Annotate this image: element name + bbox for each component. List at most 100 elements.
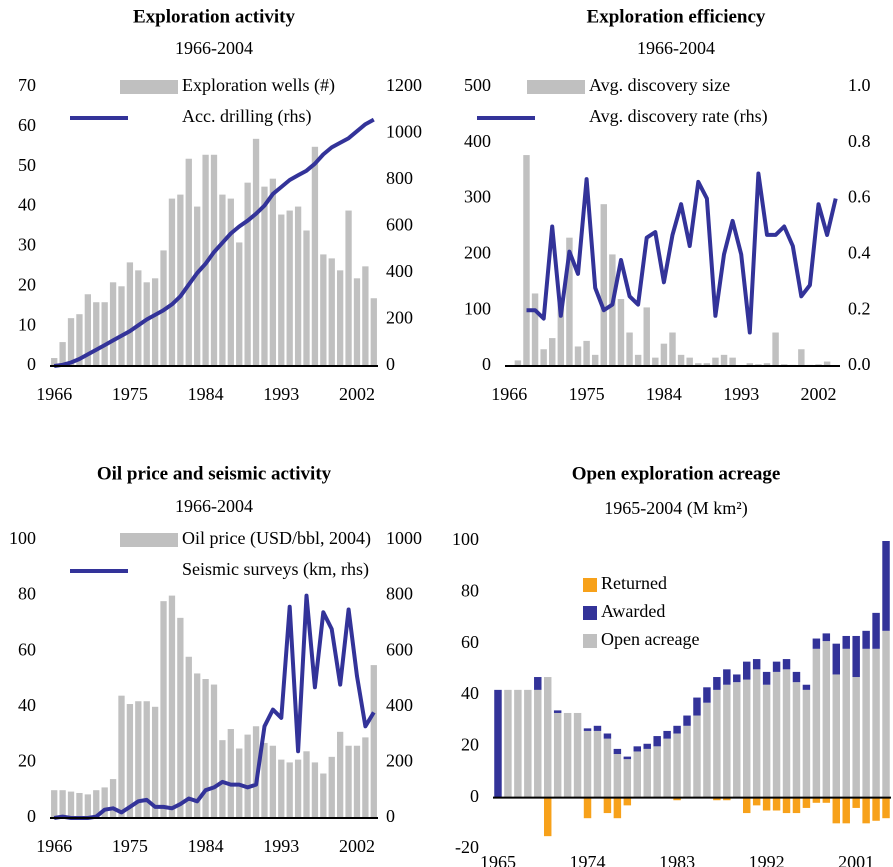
bar-segment xyxy=(673,725,681,734)
bar xyxy=(101,787,108,818)
bar-segment xyxy=(593,730,602,798)
bar xyxy=(135,701,142,818)
bar xyxy=(185,656,192,818)
y-tick-label: 70 xyxy=(18,75,36,95)
bar-segment xyxy=(613,797,622,819)
x-tick-label: 2001 xyxy=(838,852,874,867)
bar xyxy=(76,314,83,366)
bar xyxy=(574,346,582,366)
bar-segment xyxy=(534,677,542,690)
bar-segment xyxy=(782,659,791,670)
bar-segment xyxy=(772,661,781,672)
bar xyxy=(269,745,277,818)
y2-tick-label: 0.0 xyxy=(848,354,871,374)
bar-segment xyxy=(534,689,542,798)
x-tick-label: 2002 xyxy=(339,384,375,404)
chart-subtitle: 1965-2004 (M km²) xyxy=(604,498,747,519)
y2-tick-label: 1000 xyxy=(386,528,422,548)
y-tick-label: 40 xyxy=(18,695,36,715)
bar xyxy=(269,178,277,366)
bar xyxy=(523,155,530,366)
x-tick-label: 1974 xyxy=(570,852,606,867)
bar xyxy=(823,361,831,366)
bar xyxy=(634,354,642,366)
legend-label: Exploration wells (#) xyxy=(182,75,335,96)
x-tick-label: 1966 xyxy=(36,384,72,404)
bar-segment xyxy=(762,797,771,811)
y-tick-label: 80 xyxy=(461,580,479,600)
line xyxy=(53,593,376,820)
x-tick-label: 1984 xyxy=(646,384,682,404)
y-tick-label: 60 xyxy=(18,639,36,659)
bar xyxy=(118,286,125,366)
bar xyxy=(746,363,754,366)
legend-label: Avg. discovery size xyxy=(589,75,730,95)
bar xyxy=(311,762,319,818)
bar xyxy=(177,194,184,366)
bar xyxy=(236,242,243,366)
y-tick-label: 100 xyxy=(464,298,491,318)
bar xyxy=(583,340,590,366)
bar-segment xyxy=(752,669,761,798)
bar xyxy=(84,294,91,366)
bar-segment xyxy=(663,738,671,798)
bar-segment xyxy=(673,733,681,798)
bar-segment xyxy=(812,638,821,649)
x-tick-label: 1993 xyxy=(263,836,299,856)
bar xyxy=(151,706,159,818)
bar xyxy=(345,745,352,818)
bar-segment xyxy=(832,643,841,675)
bar xyxy=(67,318,75,366)
bar xyxy=(660,343,668,366)
legend-label: Seismic surveys (km, rhs) xyxy=(182,559,369,580)
bar-segment xyxy=(504,689,512,798)
x-tick-label: 1966 xyxy=(36,836,72,856)
y2-tick-label: 400 xyxy=(386,261,413,281)
bar xyxy=(591,354,599,366)
bar xyxy=(143,701,150,818)
y-tick-label: 30 xyxy=(18,235,36,255)
bar xyxy=(151,278,159,366)
bar-segment xyxy=(832,674,841,798)
legend-label: Oil price (USD/bbl, 2004) xyxy=(182,528,371,549)
bar-segment xyxy=(872,612,880,649)
bar xyxy=(311,146,319,366)
bar xyxy=(294,206,302,366)
bar-segment xyxy=(633,746,642,752)
y2-tick-label: 1000 xyxy=(386,122,422,142)
bar xyxy=(549,338,556,366)
y-tick-label: 100 xyxy=(9,528,36,548)
bar xyxy=(345,210,352,366)
bar xyxy=(677,354,685,366)
bar xyxy=(109,282,117,366)
bar xyxy=(294,759,302,818)
chart-title: Open exploration acreage xyxy=(572,463,781,484)
bar-segment xyxy=(842,635,850,649)
y2-tick-label: 200 xyxy=(386,308,413,328)
bar xyxy=(244,182,251,366)
bar-segment xyxy=(653,736,661,747)
y-tick-label: 60 xyxy=(461,632,479,652)
x-tick-label: 1975 xyxy=(112,836,148,856)
bar xyxy=(303,230,310,366)
bar xyxy=(210,154,218,366)
bar-segment xyxy=(762,671,771,685)
legend-label: Returned xyxy=(601,573,667,593)
bar xyxy=(93,790,100,818)
bar xyxy=(126,262,134,366)
bar-segment xyxy=(603,733,612,739)
bar xyxy=(244,734,251,818)
y2-tick-label: 600 xyxy=(386,215,413,235)
bar-segment xyxy=(713,689,721,798)
bar xyxy=(118,695,125,818)
legend-swatch xyxy=(527,80,585,94)
y2-tick-label: 400 xyxy=(386,695,413,715)
legend-label: Awarded xyxy=(601,601,665,621)
bar-segment xyxy=(812,797,821,803)
bar-segment xyxy=(683,715,691,726)
bar-segment xyxy=(872,797,880,821)
bar xyxy=(712,357,719,366)
bar xyxy=(703,363,711,366)
y-tick-label: 100 xyxy=(452,529,479,549)
legend-swatch xyxy=(583,578,597,592)
